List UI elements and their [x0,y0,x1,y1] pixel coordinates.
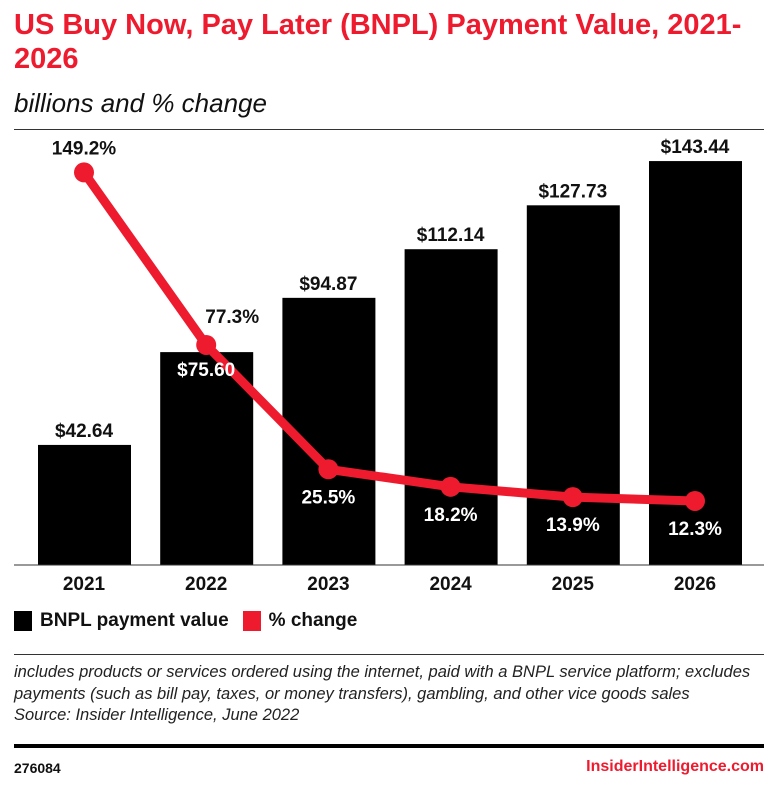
legend-swatch-line [242,611,261,631]
legend: BNPL payment value % change [14,610,357,632]
line-point [685,490,705,511]
line-data-label: 149.2% [52,138,117,159]
legend-label-line: % change [268,610,358,631]
chart-title: US Buy Now, Pay Later (BNPL) Payment Val… [14,9,742,75]
bar [282,297,376,565]
x-tick-label: 2023 [307,574,349,595]
bar-data-label: $112.14 [417,225,485,246]
x-tick-label: 2024 [429,574,472,595]
bar [160,352,254,565]
bar-data-label: $42.64 [55,421,114,442]
line-data-label: 18.2% [424,505,478,526]
top-divider [14,129,764,130]
bar-data-label: $75.60 [177,360,235,381]
notes-divider [14,654,764,655]
chart: 2021 2022 2023 2024 2025 2026 $42.64 $75.60 $94.… [14,137,764,595]
line-point [196,334,217,355]
legend-swatch-bar [14,611,32,631]
brand-link[interactable]: InsiderIntelligence.com [586,758,764,775]
bar-data-label: $143.44 [661,137,730,158]
line-point [318,459,339,480]
bar [526,205,620,565]
line-data-label: 77.3% [205,307,259,328]
x-tick-label: 2026 [674,574,716,595]
legend-label-bar: BNPL payment value [40,610,229,631]
bar [404,249,498,566]
line-data-label: 12.3% [668,519,722,540]
x-tick-label: 2022 [185,574,227,595]
source-text: Source: Insider Intelligence, June 2022 [14,706,300,724]
line-point [562,487,583,508]
bar-data-label: $127.73 [538,181,607,202]
chart-subtitle: billions and % change [14,88,267,118]
chart-id: 276084 [14,760,61,776]
x-tick-label: 2021 [63,574,106,595]
line-point [74,162,94,183]
bar [38,444,131,565]
line-series [79,167,700,506]
footer-divider [14,744,764,748]
notes: includes products or services ordered us… [14,662,769,727]
line-data-label: 13.9% [546,515,600,536]
notes-text: includes products or services ordered us… [14,663,751,703]
line-point [440,476,461,497]
x-tick-label: 2025 [552,574,595,595]
line-data-label: 25.5% [301,487,355,508]
bar-data-label: $94.87 [299,274,357,295]
